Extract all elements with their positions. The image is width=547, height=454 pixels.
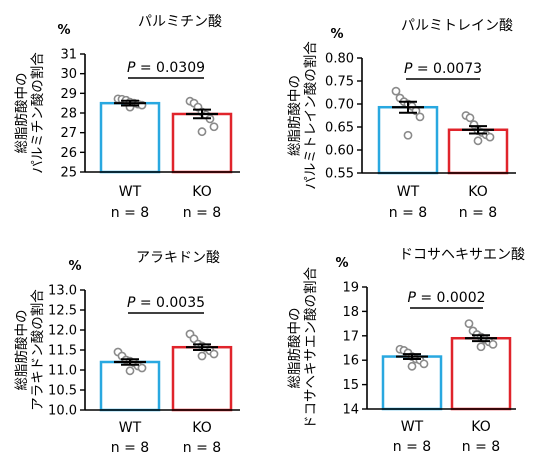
data-point [125,366,135,376]
y-tick-label: 17 [342,329,359,344]
unit-label: % [57,23,70,38]
data-point [419,359,429,369]
p-value-label: P = 0.0002 [407,290,485,306]
bar-wt [99,101,161,174]
chart-panel: パルミトレイン酸% 総脂肪酸中のパルミトレイン酸の割合 0.55 0.60 0.65 0.… [287,18,516,221]
y-tick-label: 12.5 [48,304,77,319]
n-label: n = 8 [459,205,497,221]
data-point [403,130,413,140]
chart-title: パルミチン酸 [138,14,222,30]
chart-panel: ドコサヘキサエン酸% 総脂肪酸中のドコサヘキサエン酸の割合 14 15 16 17 18 19… [287,247,525,454]
data-point [415,112,425,122]
y-tick-label: 13.0 [48,284,77,299]
data-point [473,136,483,146]
p-value-label: P = 0.0035 [127,295,205,311]
bar-ko [447,128,509,175]
category-label: KO [468,184,487,200]
n-label: n = 8 [389,205,427,221]
y-axis-label: 総脂肪酸中のパルミトレイン酸の割合 [287,41,319,190]
p-value-label: P = 0.0309 [127,60,205,76]
y-tick-label: 0.55 [325,167,354,182]
data-point [407,361,417,371]
y-tick-label: 0.70 [325,98,354,113]
y-tick-label: 16 [342,354,359,369]
n-label: n = 8 [111,440,149,454]
data-point [465,113,475,123]
y-tick-label: 30 [60,67,77,82]
y-tick-label: 15 [342,378,359,393]
n-label: n = 8 [183,440,221,454]
y-axis-label: 総脂肪酸中のパルミチン酸の割合 [14,52,46,174]
y-tick-label: 27 [60,126,77,141]
y-tick-label: 11.5 [48,344,77,359]
n-label: n = 8 [111,205,149,221]
data-point [137,363,147,373]
category-label: WT [119,420,142,436]
y-tick-label: 0.75 [325,75,354,90]
bar-ko [171,112,233,174]
category-label: KO [192,184,211,200]
y-axis-label: 総脂肪酸中のアラキドン酸の割合 [14,289,46,411]
p-value-label: P = 0.0073 [404,61,482,77]
chart-panel: パルミチン酸% 総脂肪酸中のパルミチン酸の割合 25 26 27 28 29 30 31 P = … [14,14,240,221]
category-label: WT [401,419,424,435]
y-tick-label: 25 [60,166,77,181]
data-point [197,351,207,361]
y-tick-label: 18 [342,305,359,320]
unit-label: % [68,259,81,274]
y-tick-label: 0.65 [325,121,354,136]
category-label: WT [119,184,142,200]
y-tick-label: 26 [60,146,77,161]
unit-label: % [335,256,348,271]
data-point [209,349,219,359]
chart-title: ドコサヘキサエン酸 [399,247,525,263]
y-tick-label: 14 [342,403,359,418]
data-point [464,319,474,328]
y-tick-label: 10.5 [48,384,77,399]
data-point [209,122,219,132]
y-tick-label: 0.60 [325,144,354,159]
data-point [488,339,498,349]
y-tick-label: 0.80 [325,52,354,67]
n-label: n = 8 [183,205,221,221]
chart-title: アラキドン酸 [136,250,220,266]
y-tick-label: 29 [60,87,77,102]
data-point [391,86,401,96]
bar-wt [377,105,439,175]
y-tick-label: 12.0 [48,324,77,339]
data-point [197,127,207,137]
category-label: WT [397,184,420,200]
y-tick-label: 11.0 [48,364,77,379]
y-tick-label: 19 [342,281,359,296]
n-label: n = 8 [393,439,431,454]
data-point [476,342,486,352]
y-tick-label: 28 [60,107,77,122]
data-point [485,132,495,142]
y-tick-label: 31 [60,48,77,63]
category-label: KO [471,419,490,435]
chart-title: パルミトレイン酸 [401,18,513,34]
y-tick-label: 10.0 [48,404,77,419]
y-axis-label: 総脂肪酸中のドコサヘキサエン酸の割合 [287,267,319,429]
n-label: n = 8 [462,439,500,454]
unit-label: % [330,27,343,42]
category-label: KO [192,420,211,436]
